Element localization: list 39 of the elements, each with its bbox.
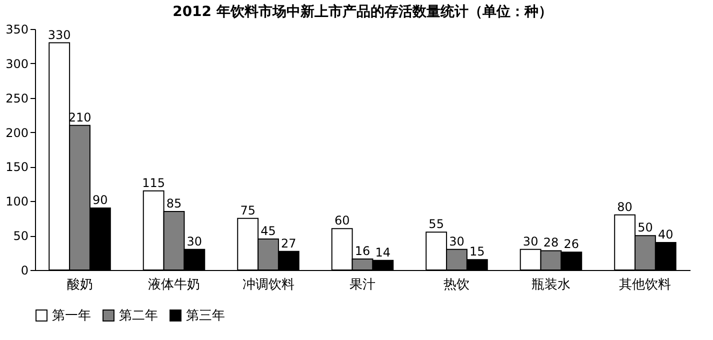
y-tick-label: 350 [6,22,28,36]
legend-label: 第三年 [186,308,225,324]
x-tick-label: 瓶装水 [531,278,570,292]
data-label: 330 [48,28,71,42]
data-label: 30 [449,234,464,248]
legend-label: 第二年 [119,308,158,324]
x-tick-label: 果汁 [350,278,376,292]
legend-label: 第一年 [52,308,91,324]
y-tick-label: 0 [20,264,28,278]
data-label: 90 [92,193,108,208]
y-tick-label: 150 [6,160,28,174]
data-label: 15 [470,244,485,259]
data-label: 60 [334,214,350,228]
data-label: 50 [638,220,653,235]
y-tick-label: 100 [6,194,28,209]
data-label: 80 [617,200,632,214]
x-tick-label: 冲调饮料 [242,278,294,292]
data-label: 30 [186,234,202,248]
data-label: 55 [428,217,444,232]
y-tick-label: 50 [13,229,28,244]
data-label: 26 [564,237,580,252]
x-tick-label: 热饮 [444,278,470,292]
data-label: 14 [375,245,391,260]
data-label: 16 [354,244,370,258]
y-tick-label: 300 [6,56,28,71]
data-label: 27 [281,236,296,250]
data-label: 30 [522,234,538,248]
data-label: 115 [142,176,166,190]
x-tick-label: 其他饮料 [619,278,672,292]
data-label: 28 [543,236,559,250]
data-label: 85 [166,196,182,210]
data-label: 45 [260,224,276,238]
x-tick-label: 液体牛奶 [148,278,200,292]
y-tick-label: 250 [6,91,28,106]
x-tick-label: 酸奶 [66,278,93,292]
data-label: 40 [658,227,674,242]
data-label: 75 [240,203,256,218]
y-tick-label: 200 [6,126,28,140]
chart-title: 2012 年饮料市场中新上市产品的存活数量统计（单位：种） [172,3,552,20]
